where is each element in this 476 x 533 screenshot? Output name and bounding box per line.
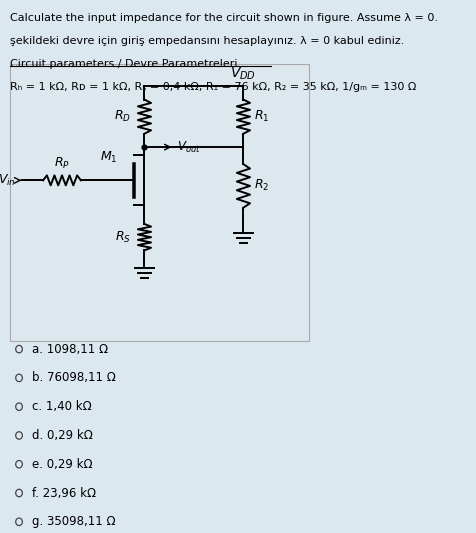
Text: $V_{DD}$: $V_{DD}$ [230, 66, 257, 82]
Text: şekildeki devre için giriş empedansını hesaplayınız. λ = 0 kabul ediniz.: şekildeki devre için giriş empedansını h… [10, 36, 404, 46]
Text: Circuit parameters / Devre Parametreleri: Circuit parameters / Devre Parametreleri [10, 59, 237, 69]
Text: f. 23,96 kΩ: f. 23,96 kΩ [32, 487, 97, 499]
Text: g. 35098,11 Ω: g. 35098,11 Ω [32, 515, 116, 528]
Text: $R_2$: $R_2$ [254, 179, 269, 193]
Text: $V_{out}$: $V_{out}$ [178, 140, 201, 155]
Text: b. 76098,11 Ω: b. 76098,11 Ω [32, 372, 116, 384]
Text: $V_{in}$: $V_{in}$ [0, 173, 16, 188]
Text: $R_1$: $R_1$ [254, 109, 269, 124]
Text: Calculate the input impedance for the circuit shown in figure. Assume λ = 0.: Calculate the input impedance for the ci… [10, 13, 437, 23]
Text: d. 0,29 kΩ: d. 0,29 kΩ [32, 429, 93, 442]
Text: $R_D$: $R_D$ [114, 109, 131, 124]
Text: a. 1098,11 Ω: a. 1098,11 Ω [32, 343, 109, 356]
Text: $R_P$: $R_P$ [54, 156, 70, 171]
Text: $R_S$: $R_S$ [115, 230, 131, 245]
Text: e. 0,29 kΩ: e. 0,29 kΩ [32, 458, 93, 471]
FancyBboxPatch shape [10, 64, 309, 341]
Text: $M_1$: $M_1$ [100, 150, 118, 165]
Text: c. 1,40 kΩ: c. 1,40 kΩ [32, 400, 92, 413]
Text: Rₕ = 1 kΩ, Rᴅ = 1 kΩ, Rₛ = 0,4 kΩ, R₁ = 76 kΩ, R₂ = 35 kΩ, 1/gₘ = 130 Ω: Rₕ = 1 kΩ, Rᴅ = 1 kΩ, Rₛ = 0,4 kΩ, R₁ = … [10, 82, 416, 92]
